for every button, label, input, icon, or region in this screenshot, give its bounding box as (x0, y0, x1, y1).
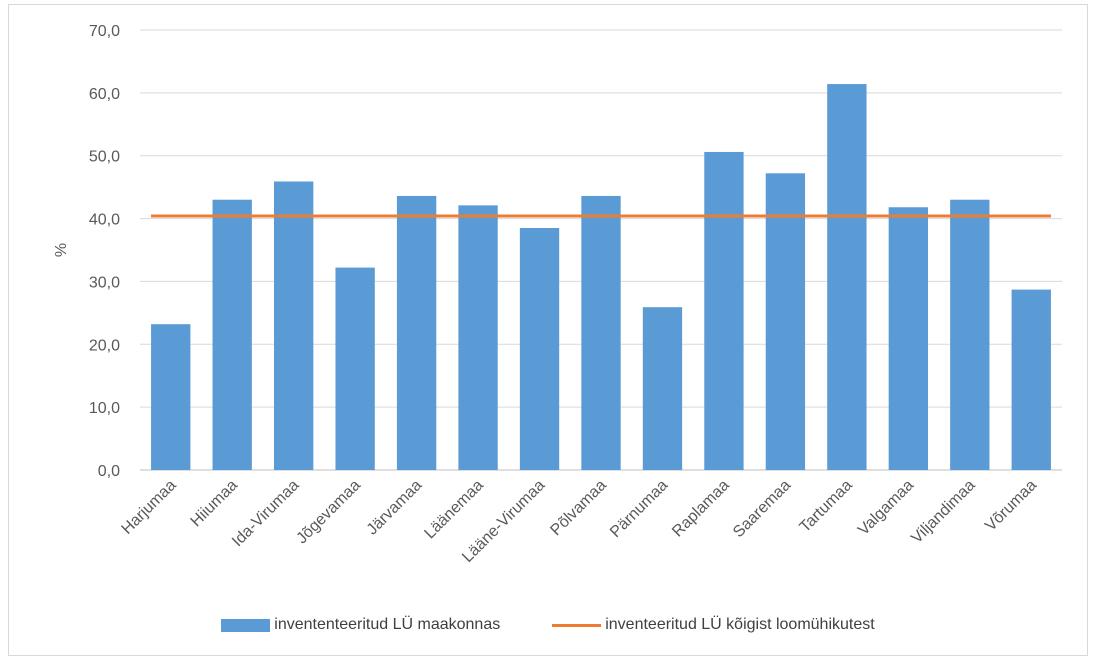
x-tick-label: Ida-Virumaa (229, 477, 303, 551)
bar (765, 173, 806, 471)
legend-label-line: inventeeritud LÜ kõigist loomühikutest (605, 616, 875, 633)
x-tick-label: Pärnumaa (607, 477, 671, 541)
y-tick-label: 20,0 (89, 337, 120, 354)
bar (1011, 289, 1051, 470)
y-tick-label: 10,0 (89, 400, 120, 417)
legend-item-bars: invententeeritud LÜ maakonnas (221, 616, 500, 634)
bars (151, 84, 1051, 471)
x-tick-label: Valgamaa (855, 477, 917, 539)
x-tick-label: Võrumaa (982, 477, 1040, 535)
bar (888, 207, 929, 470)
bar (704, 151, 744, 470)
legend: invententeeritud LÜ maakonnas inventeeri… (0, 616, 1096, 634)
bar (273, 181, 314, 470)
x-tick-label: Viljandimaa (908, 477, 978, 547)
bar (151, 324, 191, 470)
legend-swatch-line (552, 623, 602, 627)
x-tick-label: Järvamaa (364, 477, 426, 539)
legend-item-line: inventeeritud LÜ kõigist loomühikutest (552, 616, 875, 634)
x-tick-label: Tartumaa (797, 477, 856, 536)
x-tick-label: Raplamaa (669, 477, 733, 541)
x-tick-label: Läänemaa (421, 477, 487, 543)
bar (519, 228, 560, 470)
x-tick-label: Saaremaa (730, 477, 794, 541)
y-axis-ticks: 0,0 10,0 20,0 30,0 40,0 50,0 60,0 70,0 (89, 23, 120, 480)
x-tick-label: Jõgevamaa (293, 477, 364, 548)
y-tick-label: 50,0 (89, 149, 120, 166)
y-tick-label: 60,0 (89, 86, 120, 103)
legend-swatch-bar (221, 618, 271, 632)
bar (396, 195, 437, 470)
bar (458, 205, 498, 470)
y-tick-label: 70,0 (89, 23, 120, 40)
y-axis-label: % (53, 243, 70, 257)
bar (642, 307, 683, 470)
bar (335, 267, 375, 470)
legend-label-bars: invententeeritud LÜ maakonnas (274, 616, 501, 633)
bar (212, 199, 252, 470)
bar (950, 199, 990, 470)
bar (581, 195, 621, 470)
x-tick-label: Hiiumaa (188, 477, 242, 531)
x-tick-label: Harjumaa (118, 477, 179, 538)
bar (827, 84, 867, 471)
y-tick-label: 30,0 (89, 274, 120, 291)
x-tick-label: Põlvamaa (547, 477, 609, 539)
y-tick-label: 0,0 (98, 463, 120, 480)
y-tick-label: 40,0 (89, 212, 120, 229)
